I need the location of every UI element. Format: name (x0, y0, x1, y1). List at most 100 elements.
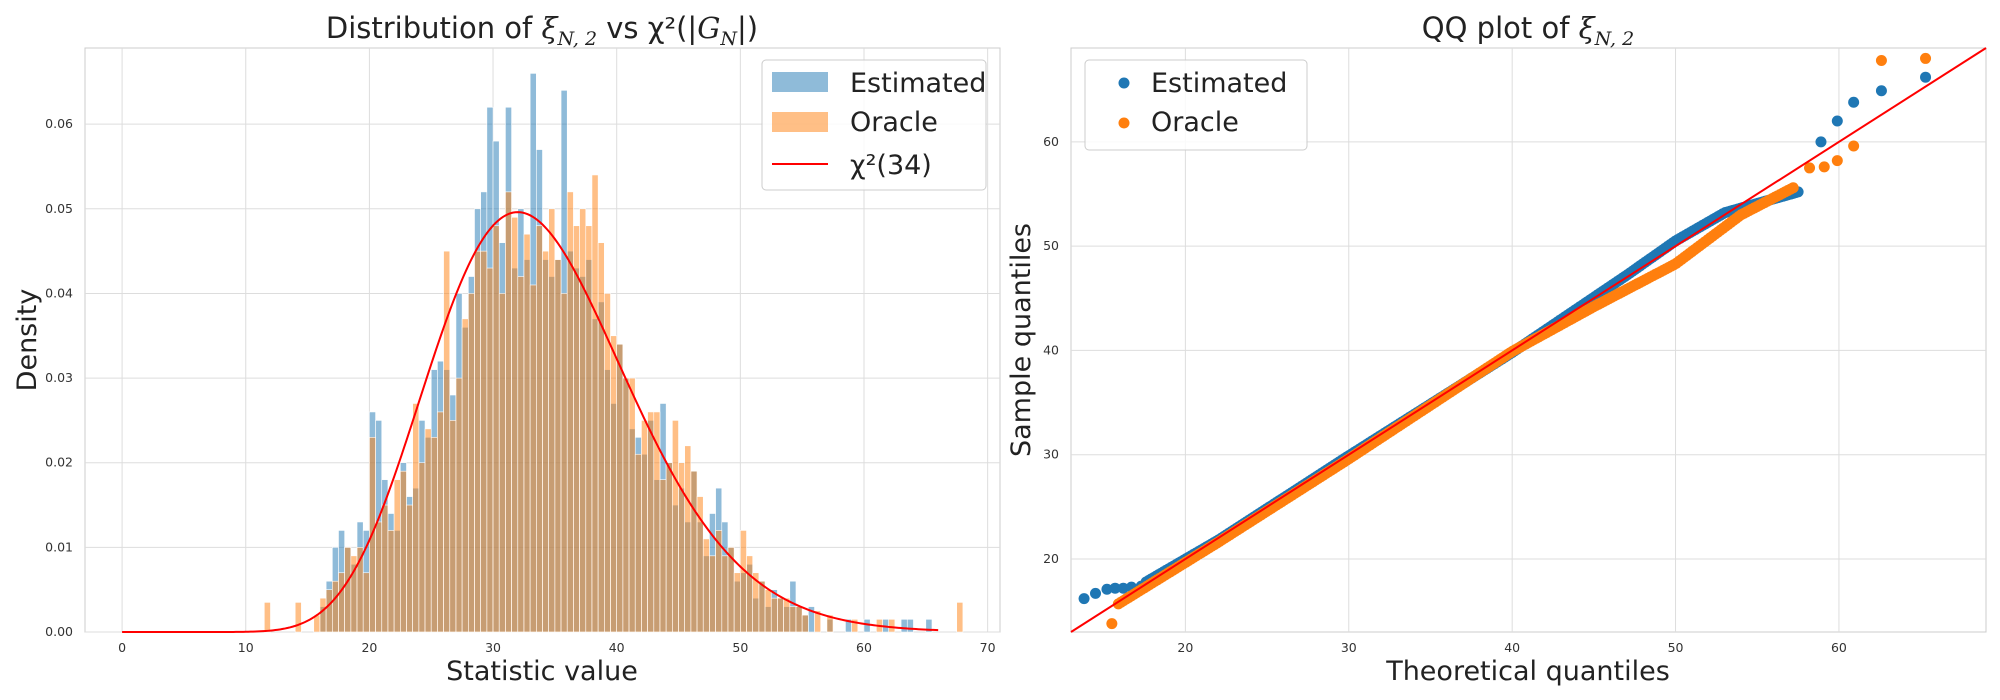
bar-oracle (400, 470, 407, 633)
bar-oracle (529, 284, 537, 633)
bar-oracle (331, 580, 339, 633)
bar-oracle (672, 420, 679, 633)
histogram-ylabel: Density (12, 289, 43, 392)
bar-oracle (814, 610, 822, 633)
x-tick-label: 50 (1668, 640, 1684, 655)
bar-oracle (554, 259, 562, 633)
bar-oracle (418, 462, 426, 633)
qq-point-oracle (1875, 55, 1887, 67)
legend-swatch-estimated (772, 72, 828, 92)
x-tick-label: 40 (609, 640, 625, 655)
qq-title: QQ plot of ξN, 2 (1422, 11, 1634, 50)
qq-panel: 20 30 40 50 60 20 30 40 50 60 QQ plot of ξN, 2 Th… (1006, 11, 1987, 687)
legend-label-estimated-qq: Estimated (1151, 68, 1287, 99)
qq-reference-line-layer (1070, 47, 1987, 633)
bar-oracle (536, 225, 543, 633)
histogram-panel: 0 10 20 30 40 50 60 70 0.00 0.01 0.02 0.03 0.04 0.05 0… (12, 11, 1001, 687)
chi2-curve (122, 211, 939, 633)
bar-oracle (492, 225, 500, 633)
y-tick-label: 0.04 (45, 285, 73, 300)
y-tick-label: 0.01 (45, 539, 73, 554)
bar-oracle (733, 572, 741, 633)
qq-point-oracle (1106, 618, 1118, 630)
y-tick-label: 0.05 (45, 201, 73, 216)
bar-estimated (906, 619, 914, 633)
bar-oracle (789, 606, 797, 633)
bar-oracle (387, 530, 395, 633)
bar-oracle (325, 589, 333, 633)
x-tick-label: 30 (485, 640, 501, 655)
bar-oracle (344, 547, 352, 633)
bar-oracle (375, 521, 383, 633)
bar-oracle (597, 242, 605, 633)
bar-oracle (659, 479, 667, 633)
bar-oracle (406, 504, 413, 633)
legend-marker-oracle (1118, 117, 1130, 129)
legend-label-chi2: χ²(34) (850, 150, 932, 181)
y-tick-label: 0.00 (45, 624, 73, 639)
y-tick-label: 0.06 (45, 116, 73, 131)
bar-oracle (795, 606, 803, 633)
y-tick-label: 40 (1043, 342, 1059, 357)
bar-oracle (424, 428, 432, 633)
qq-point-estimated (1109, 582, 1121, 594)
qq-ylabel: Sample quantiles (1006, 223, 1037, 457)
bar-oracle (468, 293, 475, 633)
qq-legend: Estimated Oracle (1084, 59, 1308, 151)
histogram-legend: Estimated Oracle χ²(34) (761, 59, 987, 191)
bar-oracle (740, 530, 747, 633)
histogram-xlabel: Statistic value (446, 656, 638, 687)
qq-point-estimated (1831, 115, 1843, 127)
bar-oracle (641, 420, 648, 633)
bar-oracle (616, 343, 624, 633)
x-tick-label: 50 (732, 640, 748, 655)
x-tick-label: 20 (361, 640, 377, 655)
x-tick-label: 30 (1341, 640, 1357, 655)
bar-oracle (412, 403, 420, 633)
bar-oracle (560, 293, 568, 633)
legend-marker-estimated (1118, 77, 1130, 89)
bar-oracle (783, 597, 791, 633)
qq-point-oracle (1787, 182, 1799, 194)
qq-point-estimated (1875, 85, 1887, 97)
bar-oracle (585, 225, 593, 633)
bar-oracle (461, 318, 469, 633)
bar-oracle (449, 420, 457, 633)
legend-label-estimated: Estimated (850, 68, 986, 99)
qq-point-estimated (1078, 593, 1090, 605)
bar-estimated (863, 619, 871, 633)
x-tick-label: 20 (1177, 640, 1193, 655)
bar-estimated (925, 619, 933, 633)
qq-tick-labels: 20 30 40 50 60 20 30 40 50 60 (1043, 134, 1847, 655)
x-tick-label: 60 (856, 640, 872, 655)
bar-oracle (746, 555, 754, 633)
x-tick-label: 40 (1504, 640, 1520, 655)
bar-oracle (610, 335, 617, 633)
bar-oracle (634, 453, 642, 633)
bar-oracle (702, 538, 710, 633)
bar-oracle (511, 216, 519, 633)
bar-oracle (542, 250, 549, 633)
bar-oracle (263, 602, 271, 633)
x-tick-label: 70 (980, 640, 996, 655)
bar-oracle (505, 191, 512, 633)
qq-reference-line (1070, 47, 1987, 633)
bar-oracle (455, 377, 463, 633)
histogram-bars (263, 73, 964, 633)
bar-oracle (319, 597, 327, 633)
bar-oracle (647, 411, 655, 633)
bar-oracle (523, 233, 531, 633)
bar-oracle (758, 580, 766, 633)
qq-point-estimated (1848, 96, 1860, 108)
bar-oracle (851, 619, 859, 633)
bar-oracle (628, 377, 636, 633)
bar-oracle (770, 597, 778, 633)
bar-oracle (684, 445, 692, 633)
y-tick-label: 60 (1043, 134, 1059, 149)
qq-point-estimated (1117, 582, 1129, 594)
qq-point-oracle (1848, 140, 1860, 152)
y-tick-label: 50 (1043, 238, 1059, 253)
bar-oracle (888, 619, 896, 633)
x-tick-label: 10 (238, 640, 254, 655)
qq-point-oracle (1804, 162, 1816, 174)
